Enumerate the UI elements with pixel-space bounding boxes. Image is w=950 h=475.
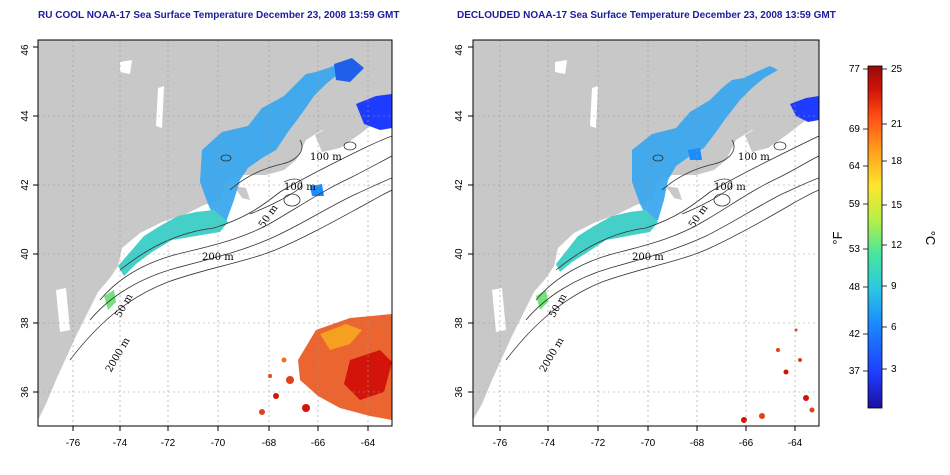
lon-tick-label: -64 xyxy=(361,438,376,449)
right-map-sst-shelf-south xyxy=(536,290,548,310)
fahrenheit-tick-label: 69 xyxy=(849,124,861,135)
lon-tick-label: -76 xyxy=(66,438,81,449)
right-map-sst-gulf-of-maine xyxy=(632,66,778,224)
left-map-sst-bay-of-fundy xyxy=(334,58,364,82)
lon-tick-label: -70 xyxy=(211,438,226,449)
right-contour-label: 100 m xyxy=(738,152,770,163)
lat-tick-label: 38 xyxy=(20,317,31,329)
left-map-land xyxy=(38,40,392,420)
celsius-tick-label: 18 xyxy=(891,156,903,167)
lat-tick-label: 42 xyxy=(454,179,465,191)
left-map-sst-warm-area xyxy=(259,314,392,420)
celsius-tick-label: 12 xyxy=(891,240,903,251)
lon-tick-label: -72 xyxy=(591,438,606,449)
lon-tick-label: -70 xyxy=(641,438,656,449)
colorbar-celsius-labels: 25 21 18 15 12 9 6 3 xyxy=(891,64,903,375)
right-lon-labels: -76 -74 -72 -70 -68 -66 -64 xyxy=(493,438,803,449)
left-contour-label: 100 m xyxy=(284,182,316,193)
right-map-sst-patch xyxy=(688,148,702,160)
right-lat-labels: 36 38 40 42 44 46 xyxy=(454,44,465,398)
fahrenheit-tick-label: 59 xyxy=(849,199,861,210)
celsius-tick-label: 3 xyxy=(891,364,897,375)
celsius-tick-label: 21 xyxy=(891,119,903,130)
lon-tick-label: -68 xyxy=(262,438,277,449)
lon-tick-label: -72 xyxy=(161,438,176,449)
left-map-sst-east xyxy=(356,94,392,130)
right-map-lake xyxy=(590,86,598,128)
left-map-contours xyxy=(69,135,392,361)
right-contour-label: 200 m xyxy=(632,252,664,263)
celsius-unit-label: °C xyxy=(923,231,938,246)
celsius-tick-label: 25 xyxy=(891,64,903,75)
left-map-cape-cod xyxy=(234,186,250,200)
fahrenheit-tick-label: 42 xyxy=(849,329,861,340)
lat-tick-label: 44 xyxy=(20,110,31,122)
lon-tick-label: -68 xyxy=(690,438,705,449)
lon-tick-label: -64 xyxy=(788,438,803,449)
left-map-lake xyxy=(156,86,164,128)
right-map-sst-east xyxy=(790,96,819,122)
celsius-tick-label: 6 xyxy=(891,322,897,333)
fahrenheit-tick-label: 77 xyxy=(849,64,861,75)
lat-tick-label: 36 xyxy=(454,386,465,398)
right-map-title: DECLOUDED NOAA-17 Sea Surface Temperatur… xyxy=(457,10,836,21)
lon-tick-label: -66 xyxy=(739,438,754,449)
right-map-lake xyxy=(555,60,567,74)
left-map-ticks xyxy=(33,46,369,431)
lat-tick-label: 42 xyxy=(20,179,31,191)
lat-tick-label: 36 xyxy=(20,386,31,398)
lat-tick-label: 40 xyxy=(20,248,31,260)
lat-tick-label: 44 xyxy=(454,110,465,122)
fahrenheit-tick-label: 53 xyxy=(849,244,861,255)
lat-tick-label: 40 xyxy=(454,248,465,260)
right-map-frame xyxy=(472,39,820,427)
lat-tick-label: 46 xyxy=(20,44,31,56)
fahrenheit-tick-label: 64 xyxy=(849,161,861,172)
colorbar: 77 69 64 59 53 48 42 37 25 21 18 15 12 9… xyxy=(830,64,938,409)
right-map-land xyxy=(473,40,819,420)
lat-tick-label: 46 xyxy=(454,44,465,56)
right-contour-label: 100 m xyxy=(714,182,746,193)
fahrenheit-tick-label: 37 xyxy=(849,366,861,377)
colorbar-fahrenheit-labels: 77 69 64 59 53 48 42 37 xyxy=(849,64,861,377)
left-map: 100 m 100 m 50 m 200 m 50 m 2000 m xyxy=(20,39,393,449)
right-map-cape-cod xyxy=(666,186,682,200)
left-lon-labels: -76 -74 -72 -70 -68 -66 -64 xyxy=(66,438,376,449)
left-map-frame xyxy=(37,39,393,427)
right-map-grid xyxy=(473,40,819,426)
lat-tick-label: 38 xyxy=(454,317,465,329)
celsius-tick-label: 15 xyxy=(891,200,903,211)
left-map-bay xyxy=(56,288,70,332)
right-map: 100 m 100 m 50 m 200 m 50 m 2000 m xyxy=(454,39,820,449)
right-map-contours xyxy=(505,135,819,361)
lon-tick-label: -74 xyxy=(541,438,556,449)
right-map-bay xyxy=(492,288,506,332)
left-map-sst-patch xyxy=(310,184,324,196)
right-map-sst-warm-area xyxy=(741,328,815,423)
left-map-grid xyxy=(38,40,392,426)
right-map-ticks xyxy=(468,46,796,431)
lon-tick-label: -76 xyxy=(493,438,508,449)
celsius-tick-label: 9 xyxy=(891,281,897,292)
left-contour-label: 200 m xyxy=(202,252,234,263)
fahrenheit-tick-label: 48 xyxy=(849,282,861,293)
colorbar-gradient xyxy=(867,65,883,409)
left-contour-label: 100 m xyxy=(310,152,342,163)
right-map-sst-shelf xyxy=(556,210,658,272)
fahrenheit-unit-label: °F xyxy=(830,231,845,244)
lon-tick-label: -74 xyxy=(113,438,128,449)
left-map-title: RU COOL NOAA-17 Sea Surface Temperature … xyxy=(38,10,400,21)
lon-tick-label: -66 xyxy=(311,438,326,449)
left-lat-labels: 36 38 40 42 44 46 xyxy=(20,44,31,398)
left-map-lake xyxy=(120,60,132,74)
left-map-sst-shelf xyxy=(118,210,228,276)
colorbar-ticks xyxy=(863,68,887,372)
